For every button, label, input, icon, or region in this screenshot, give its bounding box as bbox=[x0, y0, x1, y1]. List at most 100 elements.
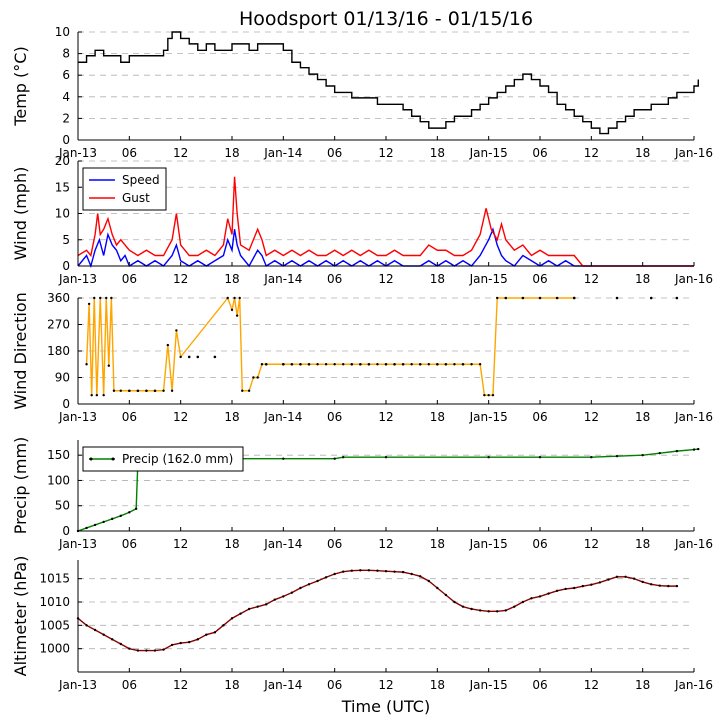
precip-series-precip-162-0-mm--point bbox=[111, 517, 114, 521]
altimeter-y-label: Altimeter (hPa) bbox=[11, 556, 30, 677]
wind_direction-series-direction-point bbox=[260, 363, 264, 366]
wind_direction-y-tick-label: 180 bbox=[47, 344, 70, 358]
altimeter-series-altimeter-point bbox=[478, 609, 482, 612]
altimeter-x-tick-label: 12 bbox=[378, 678, 393, 692]
temp-x-tick-label: 18 bbox=[635, 146, 650, 160]
wind-x-tick-label: Jan-16 bbox=[674, 272, 713, 286]
wind_direction-series-direction-samples-point bbox=[461, 362, 465, 366]
wind_direction-y-tick-label: 90 bbox=[55, 371, 70, 385]
wind_direction-y-tick-label: 360 bbox=[47, 291, 70, 305]
altimeter-series-altimeter-point bbox=[496, 610, 499, 613]
wind_direction-series-direction-point bbox=[410, 363, 413, 366]
wind-y-tick-label: 0 bbox=[62, 259, 70, 273]
temp-x-tick-label: 18 bbox=[430, 146, 445, 160]
wind-x-tick-label: 12 bbox=[584, 272, 599, 286]
wind_direction-series-direction-samples-point bbox=[675, 296, 679, 300]
altimeter-series-altimeter-point bbox=[444, 593, 448, 597]
wind_direction-series-direction-point bbox=[119, 389, 122, 392]
wind_direction-series-direction-point bbox=[107, 364, 111, 367]
panel-temp: 0 2 4 6 8 10 Jan-13 06 12 18 Jan-14 06 12 18 Jan-15 06 1… bbox=[11, 25, 713, 160]
wind_direction-series-direction-point bbox=[230, 308, 234, 311]
panel-wind_direction: 0 90 180 270 360 Jan-13 06 12 18 Jan-14 06 12 18 Jan-… bbox=[11, 291, 713, 424]
precip-series-precip-162-0-mm--point bbox=[615, 454, 619, 458]
wind-x-tick-label: 12 bbox=[378, 272, 393, 286]
wind-x-tick-label: Jan-13 bbox=[58, 272, 97, 286]
wind_direction-series-direction-point bbox=[175, 329, 178, 332]
altimeter-series-altimeter-point bbox=[102, 633, 105, 636]
wind_direction-series-direction-samples-point bbox=[359, 362, 362, 366]
altimeter-series-altimeter-point bbox=[427, 579, 430, 583]
temp-y-tick-label: 0 bbox=[62, 133, 70, 147]
altimeter-series-altimeter-point bbox=[333, 572, 336, 576]
wind_direction-series-direction-point bbox=[256, 376, 259, 379]
wind_direction-series-direction-point bbox=[233, 296, 236, 300]
precip-x-tick-label: Jan-13 bbox=[58, 537, 97, 551]
precip-legend-precip-162-0-mm--swatch-dot bbox=[89, 457, 93, 461]
wind_direction-x-tick-label: 06 bbox=[122, 410, 137, 424]
wind_direction-series-direction-point bbox=[95, 393, 99, 397]
altimeter-x-tick-label: 06 bbox=[532, 678, 547, 692]
altimeter-series-altimeter-point bbox=[153, 649, 157, 652]
precip-series-precip-162-0-mm--point bbox=[384, 455, 388, 459]
altimeter-series-altimeter-point bbox=[299, 586, 302, 590]
wind-y-tick-label: 5 bbox=[62, 233, 70, 247]
wind-y-tick-label: 20 bbox=[55, 154, 70, 168]
wind_direction-series-direction-samples-point bbox=[538, 296, 542, 300]
altimeter-series-altimeter-point bbox=[504, 609, 507, 612]
wind_direction-series-direction-samples-point bbox=[393, 362, 396, 366]
altimeter-y-tick-label: 1010 bbox=[39, 595, 70, 609]
altimeter-x-tick-label: Jan-16 bbox=[674, 678, 713, 692]
altimeter-series-altimeter-point bbox=[607, 578, 610, 581]
altimeter-series-altimeter-point bbox=[641, 580, 644, 584]
altimeter-series-altimeter-point bbox=[521, 600, 525, 604]
wind-y-tick-label: 10 bbox=[55, 207, 70, 221]
altimeter-series-altimeter-point bbox=[265, 603, 268, 606]
wind_direction-y-tick-label: 0 bbox=[62, 397, 70, 411]
altimeter-series-altimeter-point bbox=[179, 641, 182, 645]
wind_direction-series-direction-samples-point bbox=[555, 296, 559, 300]
altimeter-series-altimeter-point bbox=[307, 583, 311, 586]
altimeter-series-altimeter-point bbox=[555, 589, 559, 592]
altimeter-y-tick-label: 1000 bbox=[39, 642, 70, 656]
temp-x-tick-label: 12 bbox=[378, 146, 393, 160]
wind_direction-series-direction-point bbox=[342, 363, 345, 366]
x-axis-label: Time (UTC) bbox=[341, 697, 430, 716]
wind_direction-series-direction-samples-point bbox=[436, 362, 439, 366]
chart-title: Hoodsport 01/13/16 - 01/15/16 bbox=[239, 8, 533, 30]
altimeter-series-altimeter-point bbox=[145, 649, 148, 652]
wind_direction-series-direction-point bbox=[324, 363, 328, 366]
altimeter-series-altimeter-point bbox=[239, 612, 242, 615]
precip-x-tick-label: 06 bbox=[122, 537, 137, 551]
altimeter-series-altimeter-point bbox=[410, 572, 413, 576]
wind_direction-x-tick-label: Jan-15 bbox=[469, 410, 508, 424]
altimeter-series-altimeter-point bbox=[205, 633, 208, 636]
wind_direction-series-direction-point bbox=[470, 363, 473, 366]
wind_direction-x-tick-label: 18 bbox=[430, 410, 445, 424]
altimeter-series-altimeter-point bbox=[598, 581, 602, 584]
wind_direction-series-direction-point bbox=[453, 363, 456, 366]
wind_direction-x-tick-label: 06 bbox=[327, 410, 342, 424]
precip-series-precip-162-0-mm--point bbox=[128, 511, 131, 514]
wind_direction-series-direction-samples-point bbox=[196, 355, 200, 359]
precip-series-precip-162-0-mm--point bbox=[590, 455, 593, 459]
altimeter-series-altimeter-point bbox=[590, 583, 593, 586]
wind_direction-series-direction-point bbox=[333, 363, 336, 366]
temp-x-tick-label: 06 bbox=[327, 146, 342, 160]
temp-y-tick-label: 6 bbox=[62, 68, 70, 82]
altimeter-series-altimeter-point bbox=[384, 570, 388, 573]
precip-x-tick-label: Jan-14 bbox=[263, 537, 302, 551]
wind_direction-series-direction-samples-point bbox=[136, 389, 140, 393]
wind-series-gust-line bbox=[77, 176, 694, 267]
wind_direction-series-direction-point bbox=[90, 393, 93, 397]
wind_direction-series-direction-point bbox=[247, 389, 251, 392]
altimeter-x-tick-label: 06 bbox=[327, 678, 342, 692]
wind_direction-series-direction-samples-point bbox=[418, 362, 422, 366]
wind_direction-x-tick-label: Jan-13 bbox=[58, 410, 97, 424]
wind_direction-series-direction-samples-point bbox=[264, 362, 268, 366]
altimeter-series-altimeter-point bbox=[564, 587, 567, 591]
altimeter-series-altimeter-point bbox=[658, 584, 661, 587]
wind-x-tick-label: 18 bbox=[635, 272, 650, 286]
wind_direction-series-direction-point bbox=[238, 296, 241, 300]
wind-x-tick-label: 18 bbox=[224, 272, 239, 286]
